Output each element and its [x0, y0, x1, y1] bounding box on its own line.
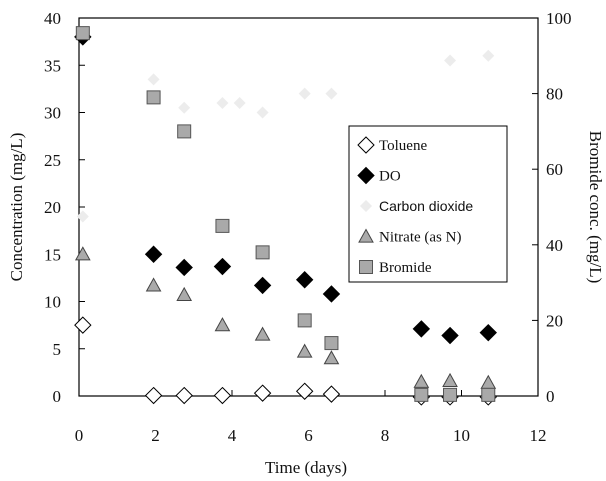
data-point	[295, 382, 314, 400]
data-point	[414, 387, 429, 402]
x-axis-ticks: 0 2 4 6 8 10 12	[75, 390, 547, 445]
data-point	[76, 210, 89, 223]
data-point	[74, 316, 92, 334]
data-point	[213, 386, 232, 405]
data-point	[325, 87, 338, 100]
legend-item: DO	[357, 166, 401, 185]
data-point	[213, 257, 232, 276]
y-tick-label: 30	[44, 104, 61, 123]
legend-symbol	[360, 200, 372, 212]
legend-label: Nitrate (as N)	[379, 230, 461, 246]
data-point	[412, 320, 431, 338]
data-point	[481, 387, 496, 402]
series-bromide	[75, 26, 496, 402]
series-carbon-dioxide	[76, 49, 495, 223]
data-point	[178, 101, 191, 114]
data-point	[144, 386, 163, 405]
data-point	[296, 343, 313, 358]
y2-tick-label: 80	[546, 85, 563, 104]
data-point	[253, 384, 272, 402]
legend-symbol	[358, 228, 374, 243]
legend-box	[348, 125, 508, 283]
x-tick-label: 0	[75, 426, 84, 445]
series-nitrate-as-n	[74, 246, 497, 389]
y-tick-label: 0	[53, 387, 62, 406]
legend-symbol	[359, 260, 373, 274]
y-tick-label: 10	[44, 293, 61, 312]
legend-symbol	[357, 166, 375, 185]
data-point	[482, 49, 495, 62]
data-point	[176, 286, 193, 301]
y2-tick-label: 40	[546, 236, 563, 255]
data-point	[297, 313, 312, 328]
data-point	[74, 246, 91, 261]
data-point	[256, 106, 269, 119]
y-tick-label: 20	[44, 198, 61, 217]
data-point	[298, 87, 311, 100]
legend-item: Toluene	[357, 136, 427, 154]
data-point	[323, 350, 340, 365]
data-point	[295, 271, 314, 289]
data-point	[479, 323, 497, 342]
x-tick-label: 6	[304, 426, 313, 445]
data-point	[444, 54, 457, 67]
legend-item: Carbon dioxide	[360, 198, 473, 214]
y-tick-label: 5	[53, 340, 62, 359]
y2-tick-label: 60	[546, 160, 563, 179]
legend-label: DO	[379, 169, 401, 185]
data-point	[215, 218, 230, 233]
data-point	[145, 277, 162, 292]
data-point	[441, 326, 459, 345]
y2-tick-label: 20	[546, 311, 563, 330]
data-point	[216, 97, 229, 110]
data-point	[255, 245, 270, 260]
y2-axis-title: Bromide conc. (mg/L)	[586, 131, 605, 284]
y-tick-label: 15	[44, 245, 61, 264]
data-point	[324, 336, 339, 351]
data-point	[75, 26, 90, 41]
data-point	[254, 326, 271, 341]
y-axis-title: Concentration (mg/L)	[7, 133, 26, 282]
y2-tick-label: 100	[546, 9, 572, 28]
data-point	[233, 97, 246, 110]
x-tick-label: 4	[228, 426, 237, 445]
data-point	[175, 386, 193, 405]
data-point	[443, 387, 458, 402]
y-tick-label: 40	[44, 9, 61, 28]
legend-item: Bromide	[359, 260, 432, 276]
x-axis-title: Time (days)	[265, 458, 347, 477]
y-tick-label: 25	[44, 151, 61, 170]
y-tick-label: 35	[44, 56, 61, 75]
y-axis-ticks: 0 5 10 15 20 25 30 35 40	[44, 9, 85, 406]
data-point	[146, 90, 161, 105]
data-point	[177, 124, 192, 139]
y2-axis-ticks: 0 20 40 60 80 100	[532, 9, 572, 406]
data-markers	[74, 26, 497, 406]
data-point	[442, 372, 458, 387]
x-tick-label: 10	[453, 426, 470, 445]
legend: Toluene DO Carbon dioxide Nitrate (as N) Bro…	[348, 125, 508, 283]
data-point	[175, 258, 193, 277]
data-point	[413, 373, 430, 388]
data-point	[322, 285, 341, 303]
y2-tick-label: 0	[546, 387, 555, 406]
legend-symbol	[357, 136, 375, 154]
legend-label: Carbon dioxide	[379, 198, 473, 214]
x-tick-label: 2	[151, 426, 160, 445]
legend-label: Toluene	[379, 138, 427, 154]
data-point	[253, 276, 272, 295]
x-tick-label: 12	[530, 426, 547, 445]
x-tick-label: 8	[381, 426, 390, 445]
legend-label: Bromide	[379, 260, 432, 276]
legend-item: Nitrate (as N)	[358, 228, 461, 246]
data-point	[322, 385, 341, 403]
data-point	[214, 317, 231, 332]
data-point	[147, 73, 160, 86]
data-point	[144, 245, 163, 263]
